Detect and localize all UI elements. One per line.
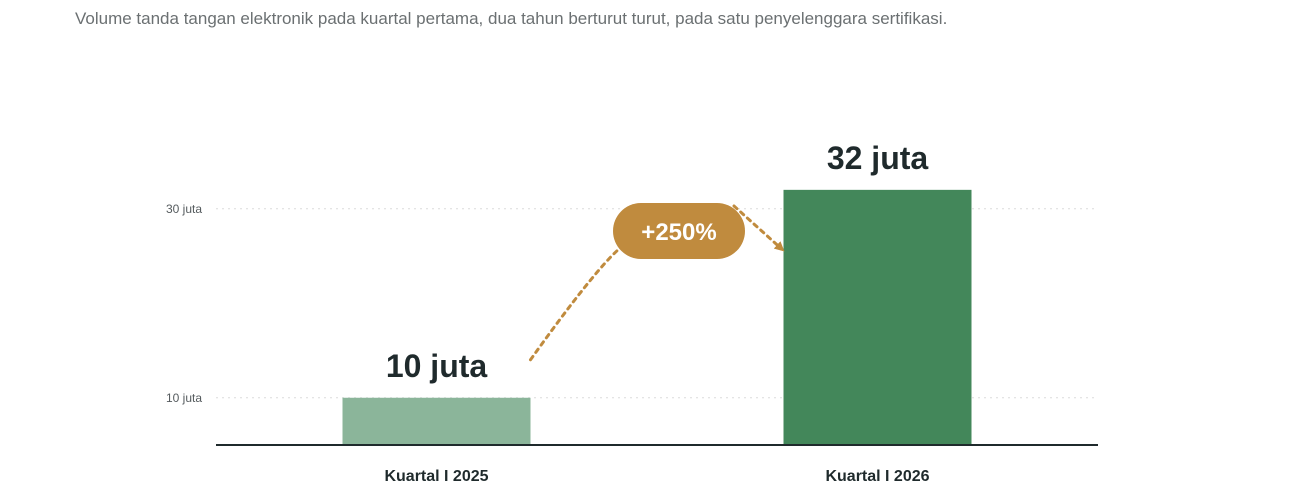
annotation-arrow-tail	[529, 247, 621, 362]
category-labels: Kuartal I 2025 Kuartal I 2026	[384, 468, 929, 485]
bar-2	[783, 189, 972, 445]
y-tick-label: 30 juta	[166, 202, 202, 216]
chart-subtitle: Volume tanda tangan elektronik pada kuar…	[75, 9, 948, 28]
bar-1	[342, 397, 531, 445]
category-label: Kuartal I 2025	[384, 468, 488, 485]
bar-value-label: 32 juta	[827, 140, 929, 176]
growth-annotation: +250%	[529, 203, 785, 362]
y-axis-ticks: 10 juta 30 juta	[166, 202, 202, 405]
category-label: Kuartal I 2026	[825, 468, 929, 485]
annotation-arrow-head	[732, 204, 785, 252]
bars	[342, 189, 972, 445]
y-tick-label: 10 juta	[166, 391, 202, 405]
growth-badge-label: +250%	[641, 219, 716, 246]
value-labels: 10 juta 32 juta	[386, 140, 929, 384]
growth-badge	[613, 203, 745, 259]
bar-value-label: 10 juta	[386, 348, 488, 384]
